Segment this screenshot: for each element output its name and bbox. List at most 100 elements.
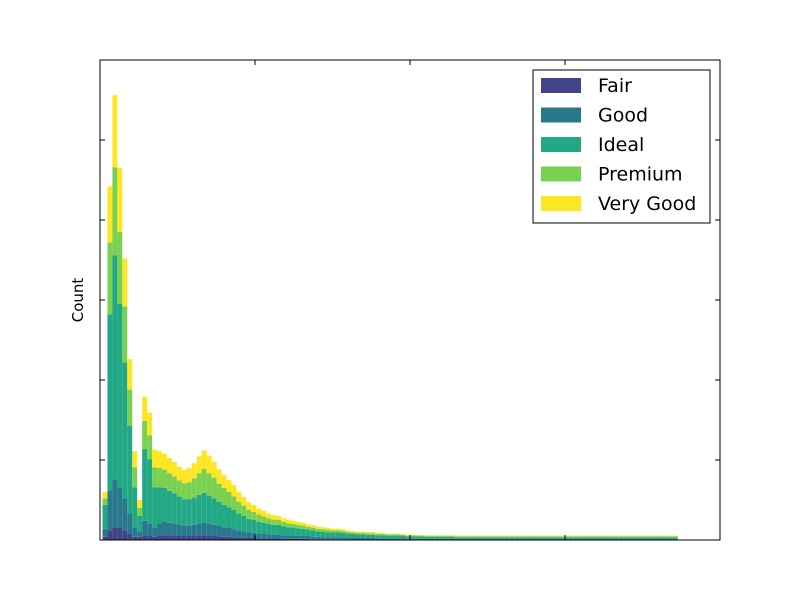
bar-premium-81 [504, 536, 509, 537]
bar-good-62 [410, 539, 415, 540]
bar-premium-68 [440, 536, 445, 537]
bar-premium-35 [276, 520, 281, 525]
bar-premium-58 [390, 534, 395, 535]
bar-premium-32 [261, 516, 266, 522]
bar-premium-78 [489, 536, 494, 537]
bar-good-80 [499, 539, 504, 540]
bar-premium-63 [415, 536, 420, 537]
bar-good-92 [559, 539, 564, 540]
bar-premium-42 [311, 528, 316, 531]
bar-premium-11 [157, 468, 162, 487]
bar-ideal-106 [628, 537, 633, 539]
bar-ideal-101 [603, 537, 608, 539]
bar-premium-21 [207, 473, 212, 495]
bar-premium-62 [410, 536, 415, 537]
bar-good-101 [603, 539, 608, 540]
bar-good-25 [226, 528, 231, 537]
bar-ideal-96 [579, 537, 584, 539]
bar-ideal-59 [395, 536, 400, 539]
bar-good-13 [167, 523, 172, 536]
bar-ideal-107 [633, 537, 638, 539]
bar-premium-46 [331, 530, 336, 532]
bar-premium-67 [435, 536, 440, 537]
bar-good-102 [608, 539, 613, 540]
bar-very-good-1 [107, 186, 112, 242]
bar-premium-41 [306, 527, 311, 530]
bar-ideal-21 [207, 496, 212, 524]
bar-very-good-77 [484, 536, 489, 537]
bar-premium-51 [355, 533, 360, 535]
bar-premium-23 [217, 484, 222, 502]
bar-ideal-23 [217, 502, 222, 526]
bar-ideal-9 [147, 459, 152, 523]
bar-good-106 [628, 539, 633, 540]
legend-label-premium: Premium [598, 164, 683, 186]
bar-premium-57 [385, 534, 390, 535]
bar-good-15 [177, 524, 182, 535]
bar-ideal-99 [594, 537, 599, 539]
bar-good-111 [653, 539, 658, 540]
bar-ideal-71 [455, 537, 460, 539]
bar-fair-17 [187, 536, 192, 540]
bar-good-6 [132, 527, 137, 537]
bar-premium-10 [152, 467, 157, 487]
bar-very-good-9 [147, 413, 152, 435]
bar-good-68 [440, 539, 445, 540]
bar-ideal-103 [613, 537, 618, 539]
legend-label-fair: Fair [598, 75, 632, 97]
bar-good-1 [107, 490, 112, 530]
bar-very-good-115 [673, 536, 678, 537]
bar-ideal-16 [182, 499, 187, 525]
bar-premium-31 [256, 514, 261, 521]
bar-premium-9 [147, 435, 152, 459]
bar-ideal-69 [445, 537, 450, 539]
bar-premium-111 [653, 536, 658, 537]
bar-very-good-47 [336, 529, 341, 531]
bar-ideal-41 [306, 530, 311, 536]
bar-ideal-75 [474, 537, 479, 539]
bar-very-good-70 [450, 535, 455, 536]
bar-very-good-68 [440, 535, 445, 536]
bar-ideal-28 [241, 516, 246, 531]
bar-premium-64 [420, 536, 425, 537]
bar-premium-59 [395, 534, 400, 535]
bar-ideal-7 [137, 516, 142, 532]
bar-ideal-62 [410, 536, 415, 538]
bar-very-good-80 [499, 536, 504, 537]
bar-very-good-79 [494, 536, 499, 537]
bar-premium-94 [569, 536, 574, 537]
bar-premium-65 [425, 536, 430, 537]
bar-ideal-86 [529, 537, 534, 539]
bar-premium-115 [673, 536, 678, 537]
bar-premium-98 [589, 536, 594, 537]
bar-good-115 [673, 539, 678, 540]
bar-ideal-5 [127, 426, 132, 514]
bar-premium-113 [663, 536, 668, 537]
bar-very-good-5 [127, 359, 132, 389]
bar-premium-26 [231, 496, 236, 510]
bar-very-good-22 [212, 462, 217, 478]
bar-very-good-23 [217, 469, 222, 483]
bar-very-good-69 [445, 535, 450, 536]
bar-good-19 [197, 524, 202, 536]
bar-premium-49 [346, 532, 351, 534]
bar-good-72 [460, 539, 465, 540]
legend-label-very-good: Very Good [598, 193, 696, 215]
bar-very-good-42 [311, 525, 316, 527]
bar-very-good-2 [112, 95, 117, 167]
bar-ideal-73 [465, 537, 470, 539]
bar-good-60 [400, 538, 405, 539]
bar-good-84 [519, 539, 524, 540]
bar-premium-56 [380, 534, 385, 535]
bar-ideal-55 [375, 535, 380, 538]
bar-very-good-40 [301, 523, 306, 526]
bar-ideal-91 [554, 537, 559, 539]
bar-very-good-76 [479, 536, 484, 537]
bar-good-20 [202, 522, 207, 535]
bar-premium-88 [539, 536, 544, 537]
bar-premium-43 [316, 529, 321, 531]
bar-premium-107 [633, 536, 638, 537]
bar-very-good-7 [137, 500, 142, 508]
bar-good-95 [574, 539, 579, 540]
bar-very-good-20 [202, 450, 207, 468]
